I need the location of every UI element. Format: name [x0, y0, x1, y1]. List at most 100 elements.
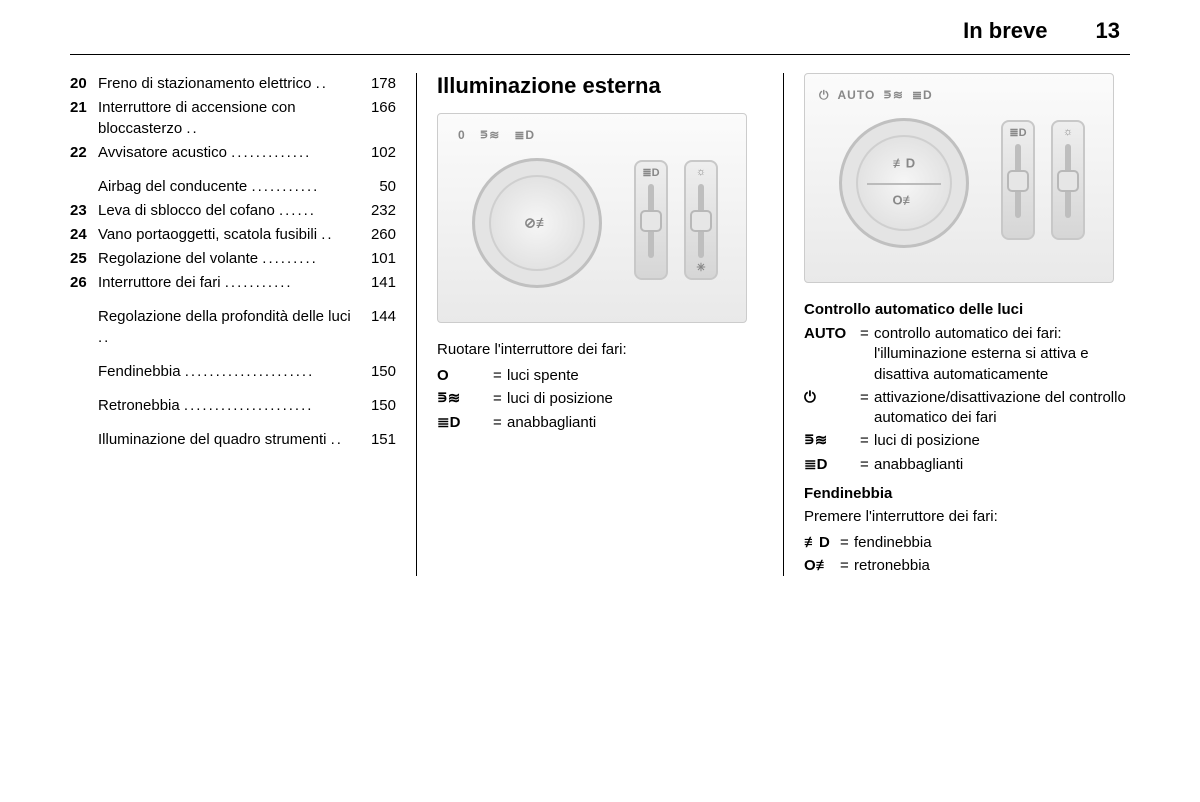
slider-top-icon: ≣D: [642, 166, 659, 179]
toc-item-number: [70, 306, 98, 348]
toc-item-number: 26: [70, 272, 98, 293]
light-def-value: luci di posizione: [507, 389, 763, 409]
equals-sign: =: [493, 413, 507, 433]
dial-position-labels: 0 ⋾≋ ≣D: [458, 128, 535, 142]
toc-item-page: 50: [356, 176, 396, 197]
toc-row: 24Vano portaoggetti, scatola fusibili ..…: [70, 224, 396, 245]
toc-item-text: Regolazione del volante .........: [98, 248, 356, 269]
toc-row: 26Interruttore dei fari ...........141: [70, 272, 396, 293]
dial-label-parking-icon: ⋾≋: [480, 128, 501, 142]
dial-center-fog-icon: ⊘≢: [524, 215, 550, 232]
auto-def-key: ⋾≋: [804, 431, 860, 451]
toc-item-text: Illuminazione del quadro strumenti ..: [98, 429, 356, 450]
fog-def-value: fendinebbia: [854, 533, 1130, 553]
toc-item-text: Avvisatore acustico .............: [98, 142, 356, 163]
dial-position-labels: ⏻ AUTO ⋾≋ ≣D: [819, 88, 933, 103]
light-switch-definitions: O=luci spente⋾≋=luci di posizione≣D=anab…: [437, 366, 763, 433]
toc-row: 21Interruttore di accensione con bloccas…: [70, 97, 396, 139]
headlight-dial-auto: ≢D O≢: [839, 118, 969, 248]
slider-thumb: [1007, 170, 1029, 192]
light-switch-figure-2: ⏻ AUTO ⋾≋ ≣D ≢D O≢ ≣D ☼: [804, 73, 1114, 283]
light-def-key: O: [437, 366, 493, 386]
light-def-value: anabbaglianti: [507, 413, 763, 433]
auto-def-key: AUTO: [804, 324, 860, 385]
header-title: In breve: [963, 18, 1047, 44]
dial-front-fog-icon: ≢D: [893, 156, 915, 171]
toc-item-page: 144: [356, 306, 396, 348]
toc-row: 20Freno di stazionamento elettrico ..178: [70, 73, 396, 94]
light-def-key: ≣D: [437, 413, 493, 433]
toc-row: Airbag del conducente ...........50: [70, 176, 396, 197]
toc-item-number: [70, 361, 98, 382]
slider-thumb: [640, 210, 662, 232]
light-switch-figure-1: 0 ⋾≋ ≣D ⊘≢ ≣D ☼ ✳: [437, 113, 747, 323]
equals-sign: =: [840, 533, 854, 553]
dial-label-power-icon: ⏻: [819, 88, 830, 103]
toc-item-number: 21: [70, 97, 98, 139]
dial-rear-fog-icon: O≢: [892, 193, 915, 208]
dial-label-parking-icon: ⋾≋: [883, 88, 904, 103]
toc-item-number: 23: [70, 200, 98, 221]
fog-def-key: O≢: [804, 556, 840, 576]
toc-item-text: Regolazione della profondità delle luci …: [98, 306, 356, 348]
toc-item-page: 151: [356, 429, 396, 450]
light-def-value: luci spente: [507, 366, 763, 386]
auto-def-key: ≣D: [804, 455, 860, 475]
toc-item-page: 101: [356, 248, 396, 269]
toc-item-number: 24: [70, 224, 98, 245]
dial-label-auto: AUTO: [838, 88, 876, 103]
fog-light-definitions: ≢D=fendinebbiaO≢=retronebbia: [804, 533, 1130, 577]
toc-item-number: 20: [70, 73, 98, 94]
slider-top-brightness-icon: ☼: [1063, 126, 1073, 138]
equals-sign: =: [860, 431, 874, 451]
slider-top-brightness-icon: ☼: [696, 166, 706, 178]
toc-row: 23Leva di sblocco del cofano ......232: [70, 200, 396, 221]
toc-item-page: 102: [356, 142, 396, 163]
toc-item-text: Interruttore dei fari ...........: [98, 272, 356, 293]
instrument-light-slider: ☼: [1051, 120, 1085, 240]
fog-caption: Premere l'interruttore dei fari:: [804, 508, 1130, 525]
toc-item-text: Interruttore di accensione con bloccaste…: [98, 97, 356, 139]
auto-def-value: controllo automatico dei fari: l'illumin…: [874, 324, 1130, 385]
sub-heading-auto: Controllo automatico delle luci: [804, 301, 1130, 318]
headlight-range-slider: ≣D: [634, 160, 668, 280]
light-def-key: ⋾≋: [437, 389, 493, 409]
auto-def-value: anabbaglianti: [874, 455, 1130, 475]
toc-item-page: 166: [356, 97, 396, 139]
toc-item-number: [70, 176, 98, 197]
toc-item-number: [70, 429, 98, 450]
dial-label-lowbeam-icon: ≣D: [912, 88, 933, 103]
toc-item-text: Freno di stazionamento elettrico ..: [98, 73, 356, 94]
equals-sign: =: [840, 556, 854, 576]
equals-sign: =: [493, 366, 507, 386]
toc-item-number: [70, 395, 98, 416]
auto-def-value: luci di posizione: [874, 431, 1130, 451]
header-page-number: 13: [1096, 18, 1120, 44]
toc-item-text: Retronebbia .....................: [98, 395, 356, 416]
toc-row: Illuminazione del quadro strumenti ..151: [70, 429, 396, 450]
toc-row: Retronebbia .....................150: [70, 395, 396, 416]
headlight-range-slider: ≣D: [1001, 120, 1035, 240]
toc-row: Fendinebbia .....................150: [70, 361, 396, 382]
toc-item-page: 150: [356, 361, 396, 382]
toc-item-number: 22: [70, 142, 98, 163]
section-title: Illuminazione esterna: [437, 73, 763, 99]
toc-item-text: Airbag del conducente ...........: [98, 176, 356, 197]
fog-def-value: retronebbia: [854, 556, 1130, 576]
dial-label-off-icon: 0: [458, 128, 466, 142]
slider-thumb: [690, 210, 712, 232]
equals-sign: =: [860, 388, 874, 429]
toc-item-page: 232: [356, 200, 396, 221]
slider-top-icon: ≣D: [1009, 126, 1026, 139]
equals-sign: =: [493, 389, 507, 409]
auto-light-definitions: AUTO=controllo automatico dei fari: l'il…: [804, 324, 1130, 475]
auto-def-value: attivazione/disattivazione del controllo…: [874, 388, 1130, 429]
instrument-light-slider: ☼ ✳: [684, 160, 718, 280]
exterior-lighting-column: Illuminazione esterna 0 ⋾≋ ≣D ⊘≢ ≣D ☼ ✳: [416, 73, 783, 576]
toc-column: 20Freno di stazionamento elettrico ..178…: [70, 73, 416, 576]
toc-item-page: 141: [356, 272, 396, 293]
toc-row: Regolazione della profondità delle luci …: [70, 306, 396, 348]
toc-item-number: 25: [70, 248, 98, 269]
dial-divider: [867, 183, 941, 185]
equals-sign: =: [860, 324, 874, 385]
